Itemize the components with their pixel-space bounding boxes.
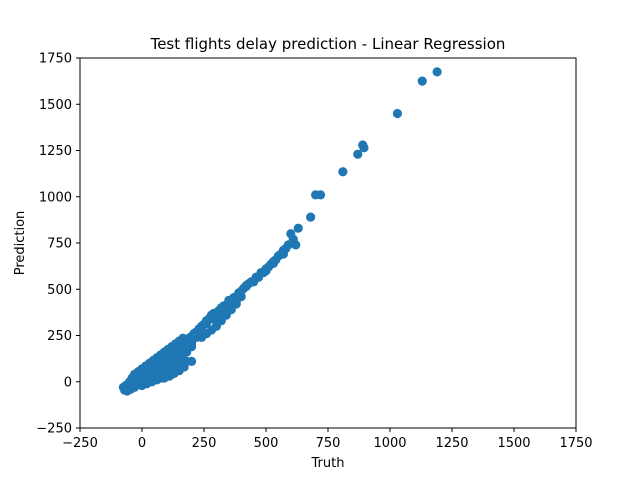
- y-axis-label: Prediction: [13, 211, 28, 276]
- data-point: [268, 258, 279, 268]
- data-point: [392, 108, 403, 119]
- y-tick-label: 1750: [39, 52, 72, 67]
- x-tick-label: 500: [254, 436, 279, 451]
- x-tick-label: 0: [138, 436, 146, 451]
- x-tick-label: −250: [62, 436, 98, 451]
- y-tick-label: 1250: [39, 144, 72, 159]
- x-tick-label: 250: [192, 436, 217, 451]
- data-point: [261, 266, 271, 276]
- chart-title: Test flights delay prediction - Linear R…: [150, 35, 506, 53]
- data-point: [432, 67, 442, 77]
- y-axis-ticks: −250 0 250 500 750 1000 1250 1500 1750: [36, 52, 80, 437]
- y-tick-label: 750: [47, 237, 72, 252]
- x-tick-label: 1250: [435, 436, 468, 451]
- scatter-points: [118, 67, 442, 396]
- x-tick-label: 1750: [559, 436, 592, 451]
- y-tick-label: 0: [64, 375, 72, 390]
- data-point: [231, 292, 241, 302]
- data-point: [359, 143, 369, 153]
- data-point: [278, 249, 288, 259]
- data-point: [241, 280, 251, 291]
- x-tick-label: 750: [316, 436, 341, 451]
- data-point: [286, 229, 296, 239]
- y-tick-label: −250: [36, 422, 72, 437]
- y-tick-label: 250: [47, 329, 72, 344]
- data-point: [291, 240, 301, 250]
- data-point: [306, 212, 316, 222]
- data-point: [417, 76, 427, 86]
- y-tick-label: 500: [47, 283, 72, 298]
- data-point: [179, 362, 189, 372]
- data-point: [315, 190, 326, 200]
- y-tick-label: 1000: [39, 190, 72, 205]
- x-axis-label: Truth: [311, 456, 345, 471]
- x-tick-label: 1500: [497, 436, 530, 451]
- data-point: [353, 149, 363, 159]
- data-point: [293, 223, 303, 233]
- data-point: [187, 356, 197, 366]
- y-tick-label: 1500: [39, 98, 72, 113]
- x-axis-ticks: −250 0 250 500 750 1000 1250 1500 1750: [62, 428, 593, 451]
- x-tick-label: 1000: [373, 436, 406, 451]
- data-point: [338, 167, 348, 177]
